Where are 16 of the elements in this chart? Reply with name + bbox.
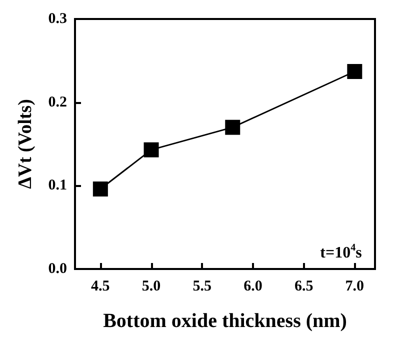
x-tick-label: 4.5: [91, 278, 110, 294]
x-axis-title: Bottom oxide thickness (nm): [103, 310, 347, 332]
x-tick-label: 5.0: [142, 278, 161, 294]
x-tick-label: 5.5: [192, 278, 212, 294]
y-tick-label: 0.3: [48, 11, 67, 27]
y-tick-label: 0.2: [48, 94, 67, 110]
point: [144, 142, 159, 158]
x-tick-label: 7.0: [345, 278, 364, 294]
y-tick-label: 0.0: [48, 261, 67, 277]
point: [225, 120, 240, 135]
point: [92, 182, 108, 196]
y-tick-label: 0.1: [48, 178, 67, 194]
y-axis-title: ΔVt (Volts): [15, 99, 36, 189]
x-tick-label: 6.5: [294, 278, 314, 294]
point: [347, 64, 362, 79]
x-tick-label: 6.0: [244, 278, 262, 294]
